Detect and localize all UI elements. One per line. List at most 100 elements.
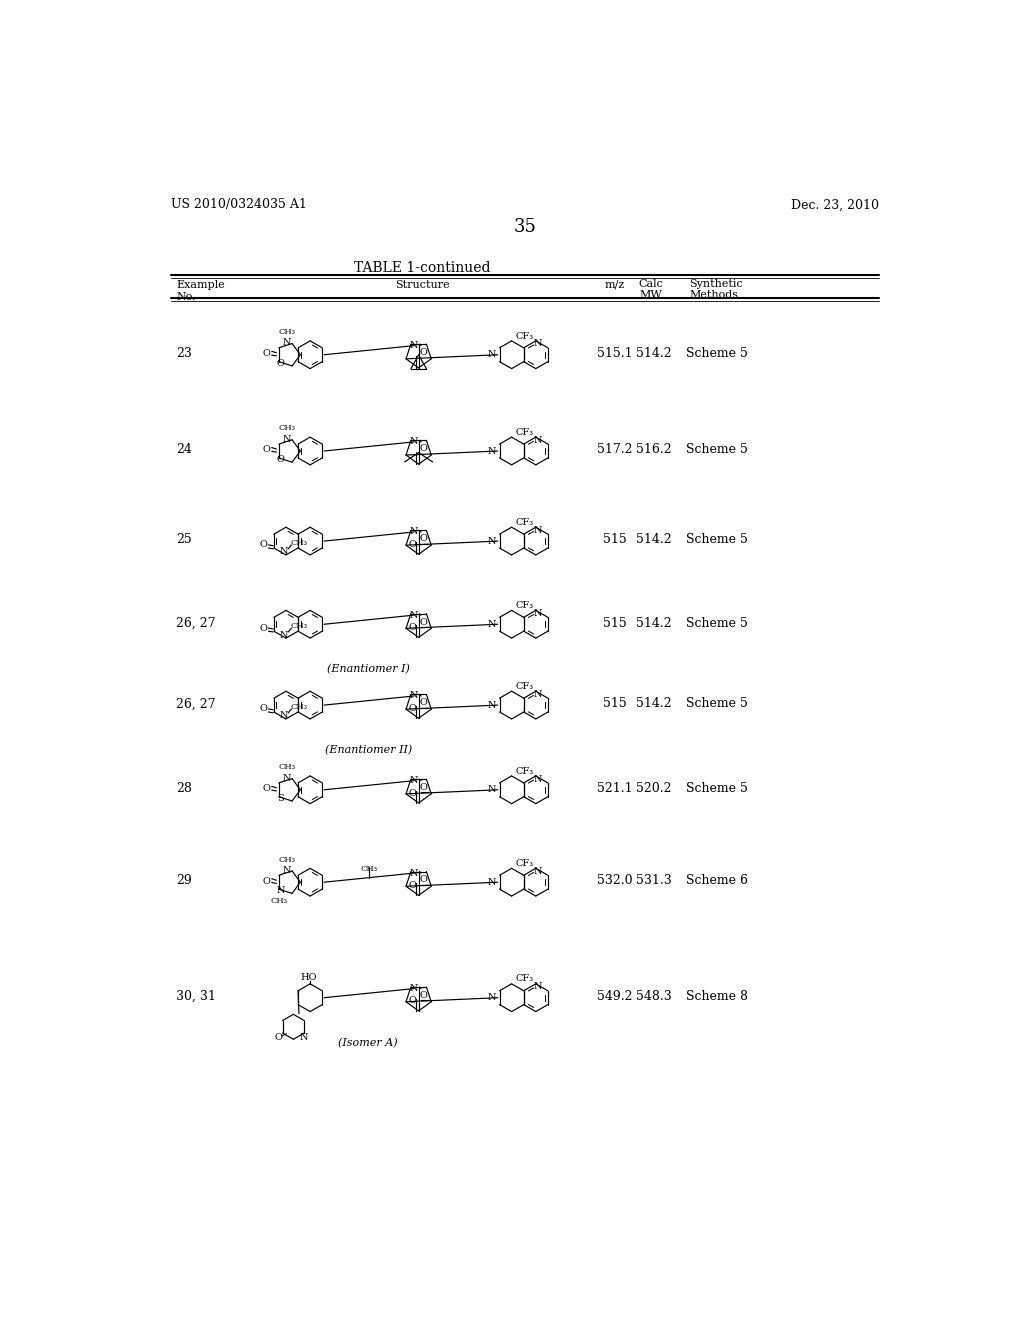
Text: 35: 35 — [513, 218, 537, 236]
Text: O: O — [420, 991, 427, 1001]
Text: Dec. 23, 2010: Dec. 23, 2010 — [791, 198, 879, 211]
Text: CH₃: CH₃ — [279, 855, 296, 863]
Text: N: N — [534, 775, 542, 784]
Text: O: O — [420, 445, 427, 453]
Text: N: N — [280, 711, 288, 721]
Text: (Enantiomer II): (Enantiomer II) — [325, 744, 412, 755]
Text: N: N — [487, 993, 496, 1002]
Text: O: O — [420, 348, 427, 356]
Text: N: N — [410, 985, 418, 993]
Text: 548.3: 548.3 — [636, 990, 672, 1003]
Text: CF₃: CF₃ — [516, 974, 534, 983]
Text: US 2010/0324035 A1: US 2010/0324035 A1 — [171, 198, 306, 211]
Text: O: O — [276, 455, 285, 465]
Text: 521.1: 521.1 — [597, 781, 633, 795]
Text: 30, 31: 30, 31 — [176, 990, 216, 1003]
Text: 23: 23 — [176, 347, 191, 360]
Text: N: N — [487, 446, 496, 455]
Text: CH₃: CH₃ — [360, 865, 378, 873]
Text: 515: 515 — [603, 697, 627, 710]
Text: O: O — [262, 445, 270, 454]
Text: 514.2: 514.2 — [636, 533, 672, 546]
Text: Scheme 5: Scheme 5 — [686, 347, 748, 360]
Text: O: O — [274, 1034, 283, 1043]
Text: O: O — [259, 540, 267, 549]
Text: O: O — [409, 623, 417, 632]
Text: Example
No.: Example No. — [176, 280, 225, 302]
Text: O: O — [420, 618, 427, 627]
Text: O: O — [420, 875, 427, 884]
Text: 515.1: 515.1 — [597, 347, 633, 360]
Text: O: O — [409, 788, 417, 797]
Text: 514.2: 514.2 — [636, 616, 672, 630]
Text: 26, 27: 26, 27 — [176, 616, 215, 630]
Text: N: N — [410, 776, 418, 785]
Text: CF₃: CF₃ — [516, 517, 534, 527]
Text: N: N — [300, 1034, 308, 1043]
Text: O: O — [262, 784, 270, 793]
Text: 531.3: 531.3 — [636, 874, 672, 887]
Text: O: O — [420, 535, 427, 544]
Text: N: N — [534, 690, 542, 698]
Text: N: N — [283, 866, 292, 875]
Text: 25: 25 — [176, 533, 191, 546]
Text: N: N — [276, 886, 285, 895]
Text: CH₃: CH₃ — [279, 425, 296, 433]
Text: N: N — [534, 525, 542, 535]
Text: N: N — [283, 434, 292, 444]
Text: N: N — [410, 437, 418, 446]
Text: CH₃: CH₃ — [279, 763, 296, 771]
Text: CF₃: CF₃ — [516, 767, 534, 776]
Text: CF₃: CF₃ — [516, 682, 534, 690]
Text: 29: 29 — [176, 874, 191, 887]
Text: CH₃: CH₃ — [291, 622, 307, 630]
Text: Scheme 5: Scheme 5 — [686, 697, 748, 710]
Text: HO: HO — [300, 973, 316, 982]
Text: N: N — [534, 867, 542, 876]
Text: O: O — [409, 704, 417, 713]
Text: N: N — [487, 701, 496, 710]
Text: O: O — [262, 876, 270, 886]
Text: 28: 28 — [176, 781, 191, 795]
Text: 532.0: 532.0 — [597, 874, 633, 887]
Text: N: N — [534, 339, 542, 348]
Text: N: N — [487, 878, 496, 887]
Text: 24: 24 — [176, 444, 191, 457]
Text: CH₃: CH₃ — [279, 329, 296, 337]
Text: Structure: Structure — [395, 280, 450, 290]
Text: O: O — [259, 705, 267, 713]
Text: 514.2: 514.2 — [636, 347, 672, 360]
Text: O: O — [409, 997, 417, 1006]
Text: N: N — [280, 631, 288, 639]
Text: O: O — [420, 698, 427, 708]
Text: CF₃: CF₃ — [516, 601, 534, 610]
Text: O: O — [276, 359, 285, 368]
Text: N: N — [410, 528, 418, 536]
Text: 516.2: 516.2 — [636, 444, 672, 457]
Text: N: N — [534, 982, 542, 991]
Text: N: N — [487, 350, 496, 359]
Text: N: N — [487, 537, 496, 545]
Text: S: S — [278, 793, 284, 803]
Text: O: O — [420, 783, 427, 792]
Text: O: O — [409, 540, 417, 549]
Text: 515: 515 — [603, 616, 627, 630]
Text: O: O — [262, 348, 270, 358]
Text: TABLE 1-continued: TABLE 1-continued — [354, 261, 490, 275]
Text: (Isomer A): (Isomer A) — [339, 1038, 398, 1048]
Text: N: N — [410, 341, 418, 350]
Text: Scheme 6: Scheme 6 — [686, 874, 748, 887]
Text: N: N — [283, 774, 292, 783]
Text: CF₃: CF₃ — [516, 859, 534, 869]
Text: N: N — [283, 338, 292, 347]
Text: N: N — [487, 620, 496, 628]
Text: CF₃: CF₃ — [516, 331, 534, 341]
Text: Scheme 8: Scheme 8 — [686, 990, 748, 1003]
Text: CH₃: CH₃ — [270, 898, 288, 906]
Text: N: N — [280, 548, 288, 556]
Text: Synthetic
Methods: Synthetic Methods — [689, 279, 742, 300]
Text: N: N — [410, 611, 418, 619]
Text: N: N — [534, 436, 542, 445]
Text: m/z: m/z — [604, 280, 625, 289]
Text: CF₃: CF₃ — [516, 428, 534, 437]
